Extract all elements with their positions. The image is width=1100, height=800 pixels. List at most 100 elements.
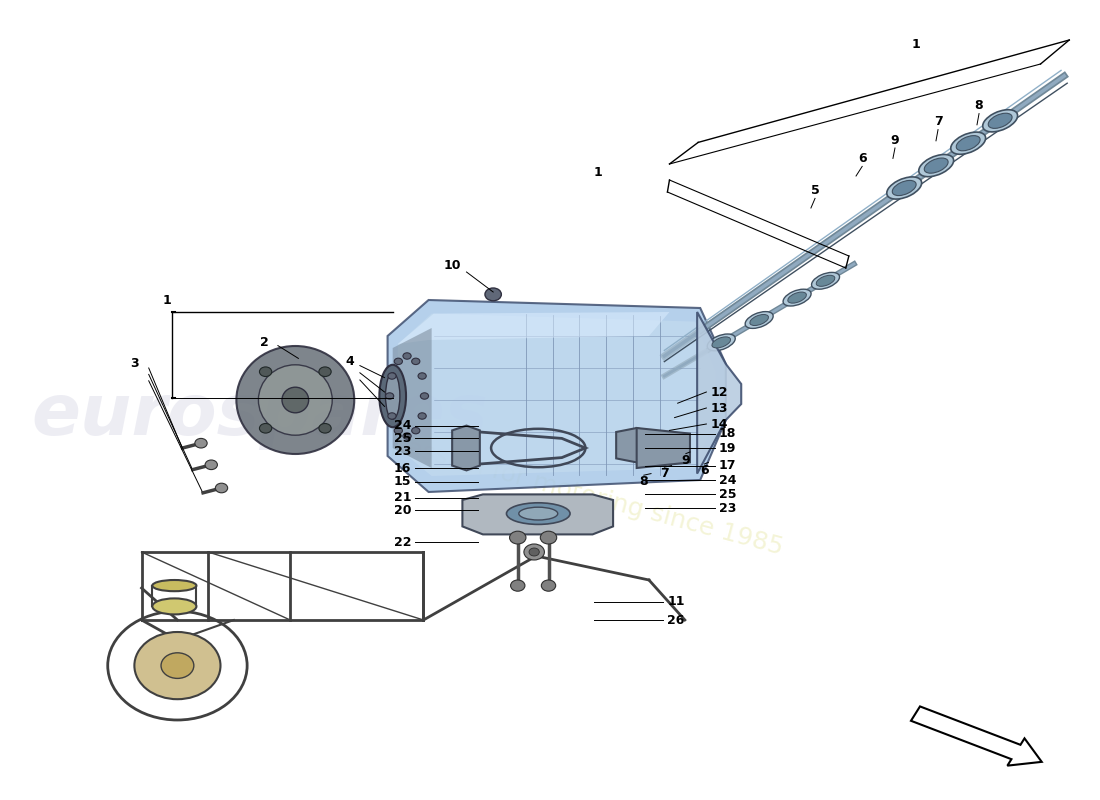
Ellipse shape xyxy=(918,154,954,177)
Text: 16: 16 xyxy=(394,462,411,474)
Circle shape xyxy=(161,653,194,678)
Text: 3: 3 xyxy=(130,358,139,370)
Ellipse shape xyxy=(707,334,735,351)
Polygon shape xyxy=(387,300,726,492)
Ellipse shape xyxy=(236,346,354,454)
Text: 7: 7 xyxy=(660,467,669,480)
Ellipse shape xyxy=(519,507,558,520)
Polygon shape xyxy=(452,426,480,470)
Circle shape xyxy=(260,367,272,377)
Polygon shape xyxy=(393,328,431,468)
Ellipse shape xyxy=(385,373,400,419)
Text: 7: 7 xyxy=(934,115,943,128)
Polygon shape xyxy=(398,312,670,344)
Ellipse shape xyxy=(956,136,980,150)
Ellipse shape xyxy=(887,177,922,199)
Text: 23: 23 xyxy=(394,445,411,458)
Ellipse shape xyxy=(982,110,1018,132)
Circle shape xyxy=(388,413,396,419)
Text: 24: 24 xyxy=(718,474,736,486)
Text: 13: 13 xyxy=(711,402,728,414)
Circle shape xyxy=(485,288,502,301)
Ellipse shape xyxy=(950,132,986,154)
Polygon shape xyxy=(398,314,716,476)
Text: 8: 8 xyxy=(639,475,648,488)
Text: 26: 26 xyxy=(668,614,685,626)
Ellipse shape xyxy=(988,114,1012,128)
Circle shape xyxy=(216,483,228,493)
Ellipse shape xyxy=(892,181,916,195)
Text: 5: 5 xyxy=(811,184,819,197)
Ellipse shape xyxy=(506,503,570,525)
Text: 14: 14 xyxy=(711,418,728,430)
Circle shape xyxy=(394,358,403,365)
Circle shape xyxy=(403,353,411,359)
Ellipse shape xyxy=(924,158,948,173)
Ellipse shape xyxy=(258,365,332,435)
Text: 1: 1 xyxy=(593,166,602,178)
Circle shape xyxy=(411,358,420,365)
Ellipse shape xyxy=(712,337,730,348)
Text: passion for motoring since 1985: passion for motoring since 1985 xyxy=(389,432,785,560)
Ellipse shape xyxy=(282,387,309,413)
Text: 23: 23 xyxy=(718,502,736,514)
Text: 15: 15 xyxy=(394,475,411,488)
Polygon shape xyxy=(697,312,741,474)
Circle shape xyxy=(403,433,411,439)
Text: 17: 17 xyxy=(718,459,736,472)
Text: 2: 2 xyxy=(261,336,268,349)
Ellipse shape xyxy=(152,580,197,591)
Text: 12: 12 xyxy=(711,386,728,398)
Text: 10: 10 xyxy=(443,259,461,272)
Circle shape xyxy=(529,548,539,556)
Circle shape xyxy=(260,423,272,433)
Ellipse shape xyxy=(812,272,839,290)
FancyArrow shape xyxy=(911,706,1042,766)
Circle shape xyxy=(510,580,525,591)
Polygon shape xyxy=(637,428,690,468)
Circle shape xyxy=(411,427,420,434)
Text: 25: 25 xyxy=(718,488,736,501)
Text: 19: 19 xyxy=(718,442,736,454)
Text: 21: 21 xyxy=(394,491,411,504)
Text: 6: 6 xyxy=(858,152,867,165)
Circle shape xyxy=(541,580,556,591)
Circle shape xyxy=(134,632,220,699)
Ellipse shape xyxy=(750,314,769,326)
Circle shape xyxy=(319,367,331,377)
Circle shape xyxy=(540,531,557,544)
Ellipse shape xyxy=(379,365,406,427)
Text: 9: 9 xyxy=(891,134,900,146)
Polygon shape xyxy=(616,428,664,462)
Ellipse shape xyxy=(745,311,773,329)
Text: 4: 4 xyxy=(345,355,354,368)
Text: 6: 6 xyxy=(700,464,708,477)
Text: 18: 18 xyxy=(718,427,736,440)
Circle shape xyxy=(418,373,426,379)
Circle shape xyxy=(195,438,207,448)
Text: 1: 1 xyxy=(163,294,172,306)
Text: eurospares: eurospares xyxy=(31,382,487,450)
Polygon shape xyxy=(462,494,613,534)
Text: 11: 11 xyxy=(668,595,685,608)
Text: 24: 24 xyxy=(394,419,411,432)
Text: 25: 25 xyxy=(394,432,411,445)
Circle shape xyxy=(205,460,218,470)
Text: 9: 9 xyxy=(682,454,690,466)
Ellipse shape xyxy=(783,289,811,306)
Circle shape xyxy=(418,413,426,419)
Ellipse shape xyxy=(788,292,806,303)
Ellipse shape xyxy=(816,275,835,286)
Text: 8: 8 xyxy=(975,99,983,112)
Circle shape xyxy=(319,423,331,433)
Circle shape xyxy=(509,531,526,544)
Circle shape xyxy=(385,393,394,399)
Circle shape xyxy=(524,544,544,560)
Ellipse shape xyxy=(152,598,197,614)
Circle shape xyxy=(388,373,396,379)
Circle shape xyxy=(420,393,429,399)
Text: 1: 1 xyxy=(911,38,920,50)
Text: 22: 22 xyxy=(394,536,411,549)
Text: 20: 20 xyxy=(394,504,411,517)
Circle shape xyxy=(394,427,403,434)
